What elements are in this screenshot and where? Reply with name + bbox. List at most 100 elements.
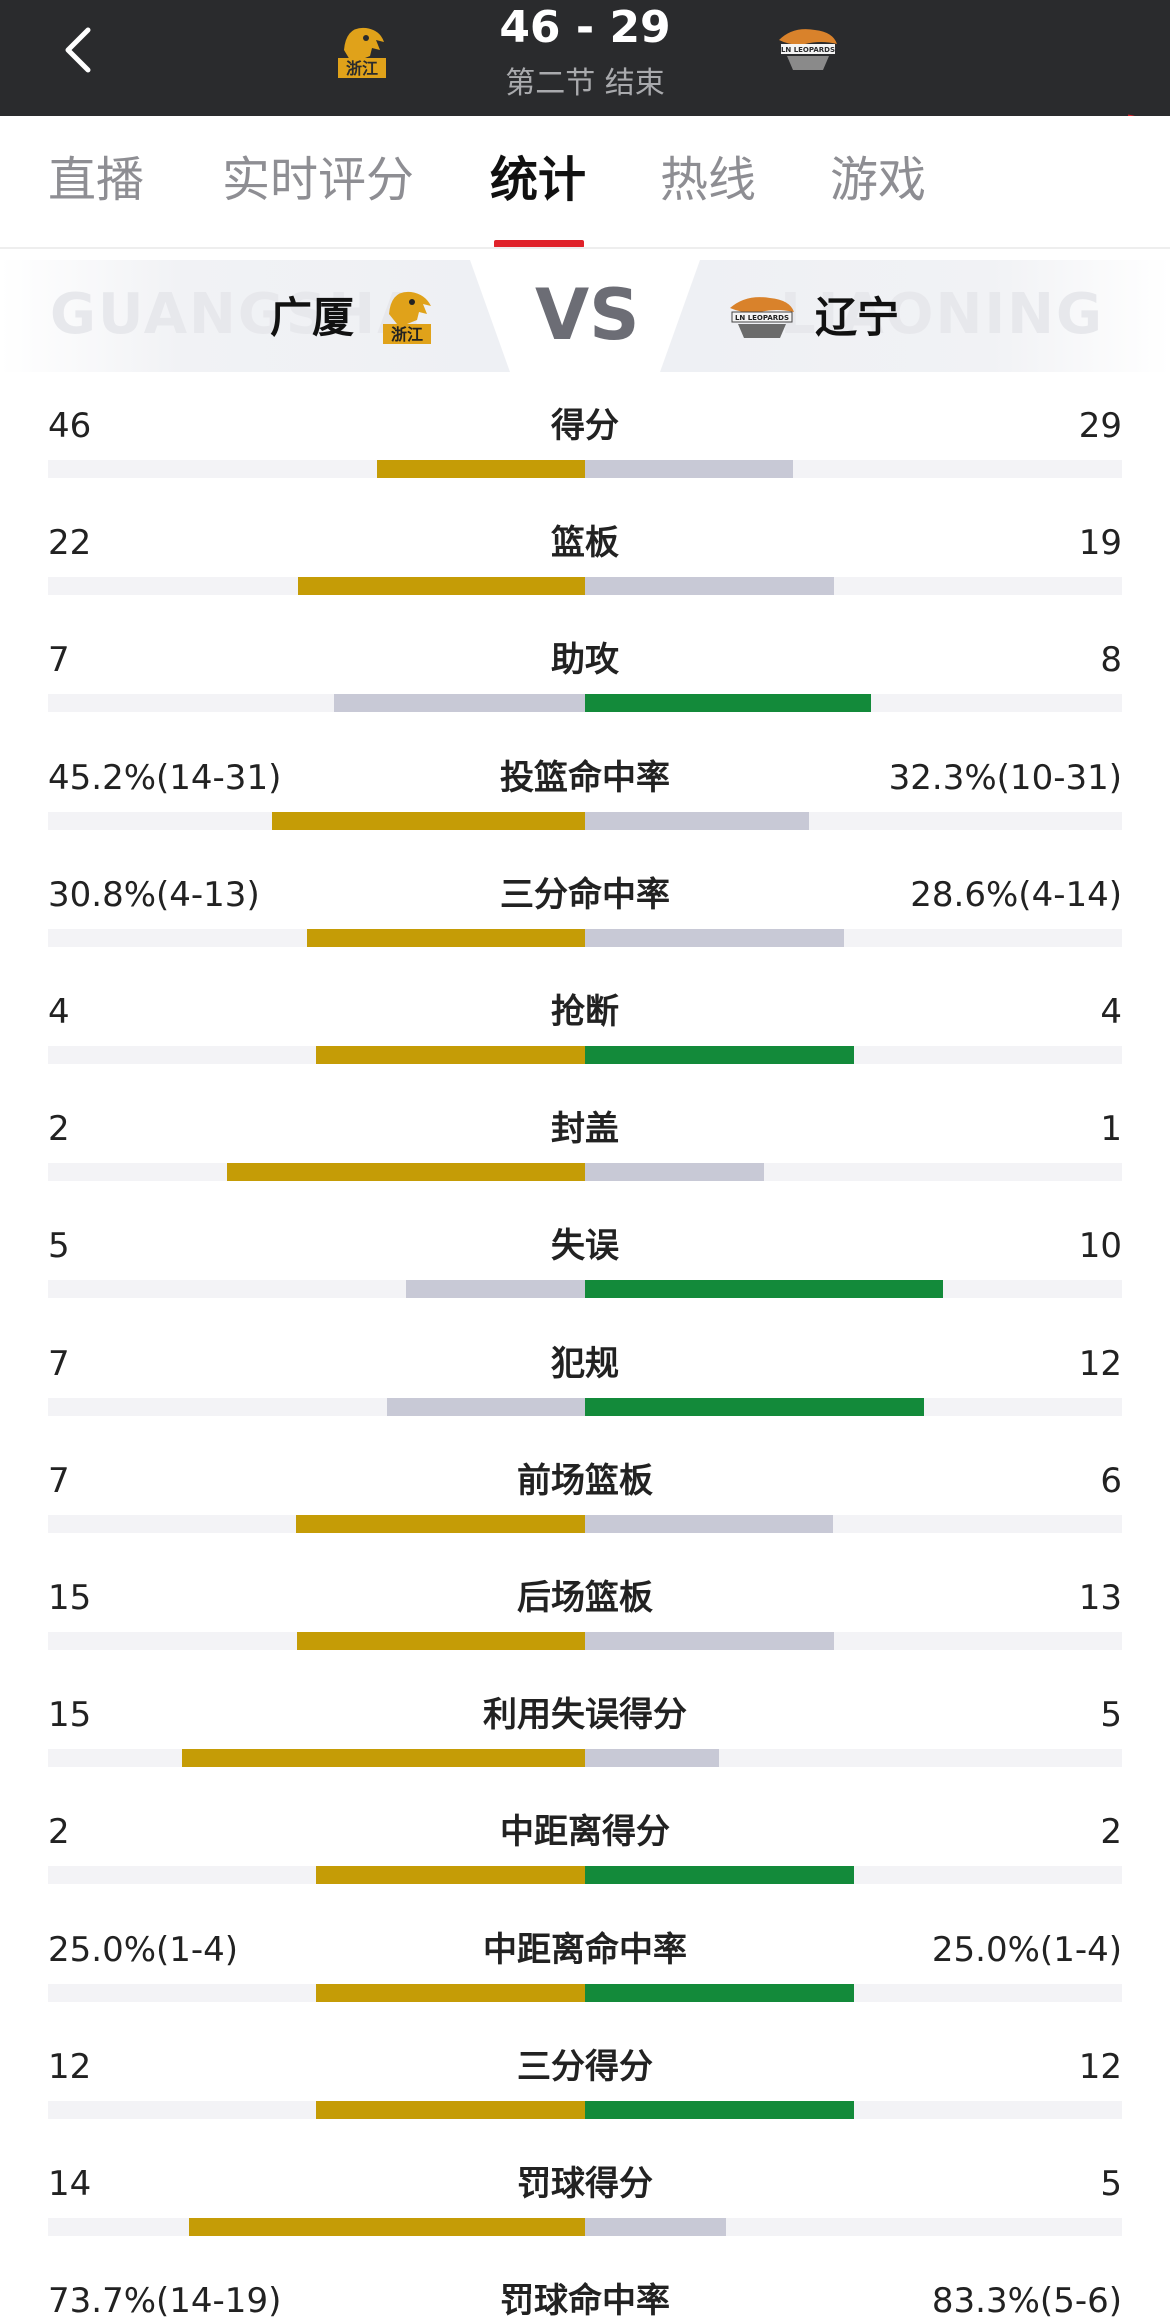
tab-live[interactable]: 直播: [48, 152, 145, 208]
stat-row: 15 后场篮板 13: [0, 1572, 1170, 1689]
home-stat-value: 25.0%(1-4): [48, 1930, 239, 1970]
home-stat-value: 7: [48, 1344, 70, 1384]
stat-row: 5 失误 10: [0, 1220, 1170, 1337]
away-stat-value: 19: [1078, 523, 1122, 563]
home-stat-value: 4: [48, 992, 70, 1032]
home-stat-value: 14: [48, 2164, 92, 2204]
home-stat-value: 7: [48, 640, 70, 680]
home-stat-bar: [377, 460, 585, 478]
stat-row: 12 三分得分 12: [0, 2041, 1170, 2158]
home-stat-bar: [297, 1632, 585, 1650]
home-stat-value: 5: [48, 1226, 70, 1266]
stat-row: 14 罚球得分 5: [0, 2158, 1170, 2275]
stat-row: 7 前场篮板 6: [0, 1455, 1170, 1572]
home-stat-bar: [189, 2218, 585, 2236]
home-stat-bar: [334, 694, 585, 712]
away-stat-bar: [585, 1046, 854, 1064]
away-stat-value: 12: [1078, 2047, 1122, 2087]
stat-row: 15 利用失误得分 5: [0, 1689, 1170, 1806]
stat-label: 中距离命中率: [483, 1930, 687, 1970]
away-ghost-text: LIAONING: [780, 282, 1104, 347]
stat-label: 篮板: [551, 523, 619, 563]
away-stat-value: 28.6%(4-14): [910, 875, 1122, 915]
tab-realtime-rating[interactable]: 实时评分: [222, 152, 415, 208]
stat-row: 73.7%(14-19) 罚球命中率 83.3%(5-6): [0, 2275, 1170, 2318]
stat-label: 助攻: [551, 640, 619, 680]
home-stat-bar: [316, 2101, 585, 2119]
away-stat-bar: [585, 460, 793, 478]
home-stat-value: 15: [48, 1578, 92, 1618]
home-stat-bar: [272, 812, 585, 830]
game-period-status: 第二节 结束: [505, 66, 665, 101]
away-stat-bar: [585, 1984, 854, 2002]
away-stat-bar: [585, 694, 871, 712]
away-stat-value: 83.3%(5-6): [931, 2281, 1122, 2318]
stat-label: 中距离得分: [500, 1812, 670, 1852]
home-stat-bar: [182, 1749, 585, 1767]
home-stat-bar: [316, 1984, 585, 2002]
away-stat-bar: [585, 2101, 854, 2119]
away-stat-value: 10: [1078, 1226, 1122, 1266]
home-stat-value: 7: [48, 1461, 70, 1501]
home-team-name: 广厦: [270, 293, 355, 342]
home-ghost-text: GUANGSHA: [50, 282, 423, 347]
stat-row: 22 篮板 19: [0, 517, 1170, 634]
away-stat-value: 12: [1078, 1344, 1122, 1384]
stat-row: 2 中距离得分 2: [0, 1806, 1170, 1923]
chevron-left-icon[interactable]: [56, 22, 100, 78]
stat-label: 投篮命中率: [500, 758, 670, 798]
stat-label: 罚球命中率: [500, 2281, 670, 2318]
stat-label: 抢断: [551, 992, 619, 1032]
stat-row: 7 犯规 12: [0, 1338, 1170, 1455]
away-stat-bar: [585, 1515, 833, 1533]
tab-games[interactable]: 游戏: [830, 152, 927, 208]
home-stat-value: 46: [48, 406, 92, 446]
home-stat-bar: [307, 929, 585, 947]
active-tab-indicator: [494, 240, 584, 248]
stat-label: 三分得分: [517, 2047, 653, 2087]
home-stat-bar: [227, 1163, 585, 1181]
home-stat-value: 15: [48, 1695, 92, 1735]
away-stat-value: 25.0%(1-4): [931, 1930, 1122, 1970]
away-stat-bar: [585, 1866, 854, 1884]
away-team-name: 辽宁: [815, 293, 900, 342]
away-stat-value: 32.3%(10-31): [888, 758, 1122, 798]
versus-label: VS: [535, 274, 640, 356]
away-stat-bar: [585, 929, 844, 947]
home-stat-bar: [316, 1046, 585, 1064]
stat-row: 2 封盖 1: [0, 1103, 1170, 1220]
svg-text:LN LEOPARDS: LN LEOPARDS: [781, 46, 835, 54]
away-stat-value: 4: [1100, 992, 1122, 1032]
svg-text:浙江: 浙江: [346, 59, 378, 78]
home-stat-bar: [387, 1398, 585, 1416]
home-stat-value: 73.7%(14-19): [48, 2281, 282, 2318]
away-stat-bar: [585, 2218, 726, 2236]
away-stat-value: 8: [1100, 640, 1122, 680]
home-stat-value: 30.8%(4-13): [48, 875, 260, 915]
scoreboard-header: 浙江 46 - 29 第二节 结束 LN LEOPARDS: [0, 0, 1170, 116]
stat-label: 得分: [551, 406, 619, 446]
away-stat-bar: [585, 1632, 834, 1650]
svg-text:浙江: 浙江: [391, 325, 423, 344]
stat-label: 失误: [551, 1226, 619, 1266]
home-stat-bar: [296, 1515, 585, 1533]
home-stat-value: 2: [48, 1109, 70, 1149]
stat-label: 封盖: [551, 1109, 619, 1149]
home-stat-value: 12: [48, 2047, 92, 2087]
tab-bar: [0, 116, 1170, 248]
home-stat-value: 2: [48, 1812, 70, 1852]
stat-row: 4 抢断 4: [0, 986, 1170, 1103]
away-stat-value: 2: [1100, 1812, 1122, 1852]
tab-hotline[interactable]: 热线: [660, 152, 757, 208]
zhejiang-team-logo: 浙江: [338, 27, 386, 78]
guangsha-lion-logo: 浙江: [383, 291, 431, 344]
stat-row: 45.2%(14-31) 投篮命中率 32.3%(10-31): [0, 752, 1170, 869]
svg-text:LN LEOPARDS: LN LEOPARDS: [735, 314, 789, 322]
tab-statistics[interactable]: 统计: [490, 152, 587, 208]
home-banner-bg: [0, 260, 510, 372]
liaoning-leopards-logo: LN LEOPARDS: [779, 29, 837, 70]
stat-row: 46 得分 29: [0, 400, 1170, 517]
away-stat-value: 1: [1100, 1109, 1122, 1149]
home-stat-value: 22: [48, 523, 92, 563]
away-stat-bar: [585, 1163, 764, 1181]
